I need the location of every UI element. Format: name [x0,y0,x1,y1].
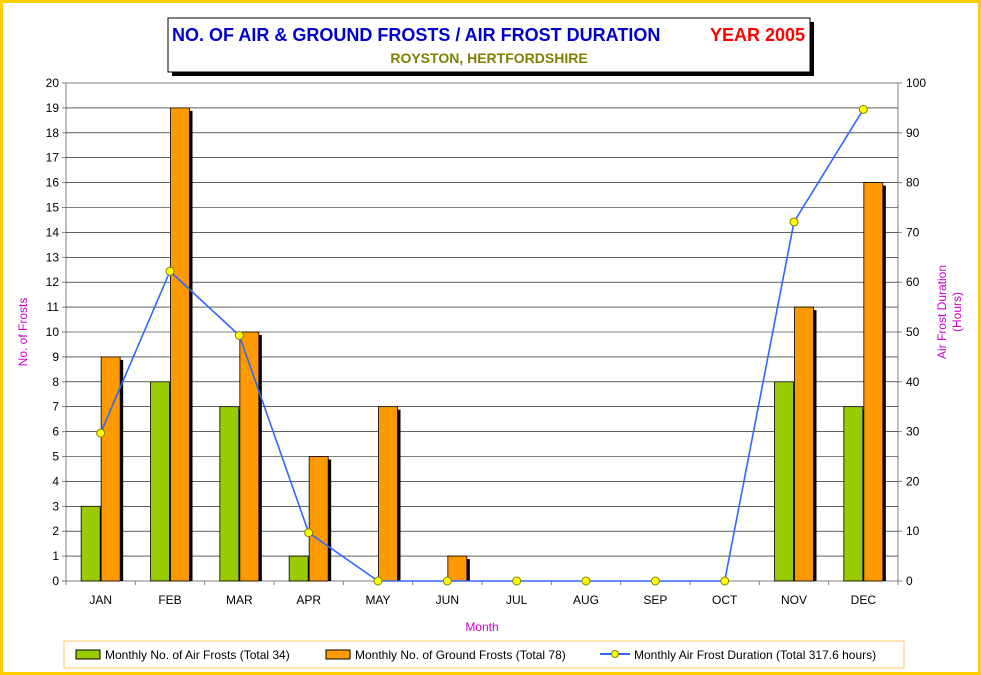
bar-air-frosts [150,381,170,582]
duration-point [858,104,868,114]
bar-ground-frosts [447,555,468,582]
duration-point [304,528,314,538]
legend-label-duration: Monthly Air Frost Duration (Total 317.6 … [634,648,876,662]
y-tick-label: 18 [46,126,60,140]
legend-marker-duration [611,650,619,658]
y2-tick-label: 60 [906,275,920,289]
legend: Monthly No. of Air Frosts (Total 34) Mon… [63,640,905,669]
y2-tick-label: 80 [906,176,920,190]
gridlines [66,107,898,557]
y-tick-label: 11 [47,300,60,314]
y-tick-label: 16 [46,176,60,190]
y-tick-label: 7 [52,400,59,414]
bar-ground-frosts [100,356,121,582]
duration-point [234,330,244,340]
chart-subtitle: ROYSTON, HERTFORDSHIRE [390,50,587,66]
y-tick-label: 3 [52,499,59,513]
bar-ground-frosts [378,406,398,582]
y-tick-label: 1 [52,549,59,563]
x-tick-label: AUG [573,593,599,607]
y-tick-label: 14 [46,225,60,239]
x-axis-title: Month [465,620,498,634]
y-tick-label: 13 [46,250,60,264]
y-tick-label: 4 [52,474,59,488]
y2-axis-title-line1: Air Frost Duration [935,265,949,359]
y-axis-right-ticks: 0 10 20 30 40 50 60 70 80 90 100 [898,76,926,588]
x-tick-label: SEP [643,593,667,607]
y-tick-label: 2 [52,524,59,538]
y2-tick-label: 40 [906,375,920,389]
bar-ground-frosts [170,107,190,582]
x-tick-label: JUN [436,593,459,607]
y-tick-label: 10 [46,325,60,339]
x-tick-label: OCT [712,593,738,607]
y-tick-label: 20 [46,76,60,90]
y2-tick-label: 20 [906,474,920,488]
x-tick-label: FEB [158,593,181,607]
y2-tick-label: 30 [906,425,920,439]
duration-point [96,428,106,438]
y2-tick-label: 0 [906,574,913,588]
bar-air-frosts [80,505,101,582]
duration-point [165,266,175,276]
duration-point [373,576,383,586]
y2-tick-label: 70 [906,225,920,239]
y-tick-label: 6 [52,425,59,439]
chart-title: NO. OF AIR & GROUND FROSTS / AIR FROST D… [172,25,660,45]
bar-air-frosts [774,381,794,582]
y-tick-label: 19 [46,101,60,115]
bars-layer [80,107,886,582]
y2-tick-label: 10 [906,524,920,538]
duration-point [650,576,660,586]
y2-tick-label: 100 [906,76,926,90]
x-axis-ticks: JAN FEB MAR APR MAY JUN JUL AUG SEP OCT NOV DEC [65,581,899,607]
duration-point [720,576,730,586]
y2-tick-label: 90 [906,126,920,140]
x-tick-label: DEC [851,593,877,607]
y-tick-label: 9 [52,350,59,364]
duration-line-layer [96,104,868,586]
x-tick-label: JAN [89,593,112,607]
y-tick-label: 8 [52,375,59,389]
y-tick-label: 0 [52,574,59,588]
duration-point [581,576,591,586]
legend-swatch-air-frosts [75,649,101,660]
x-tick-label: JUL [506,593,528,607]
duration-point [442,576,452,586]
bar-air-frosts [288,555,309,582]
y2-axis-title-line2: (Hours) [950,292,964,332]
bar-air-frosts [219,406,240,582]
y-axis-title: No. of Frosts [16,298,30,367]
legend-label-air-frosts: Monthly No. of Air Frosts (Total 34) [105,648,290,662]
bar-ground-frosts [794,306,814,582]
y-tick-label: 12 [46,275,60,289]
bar-ground-frosts [239,331,260,582]
x-tick-label: NOV [781,593,807,607]
x-tick-label: MAR [226,593,253,607]
duration-line [99,108,865,582]
bar-ground-frosts [863,182,884,582]
title-box: NO. OF AIR & GROUND FROSTS / AIR FROST D… [167,17,814,76]
y-tick-label: 15 [46,201,60,215]
x-tick-label: MAY [365,593,390,607]
y2-tick-label: 50 [906,325,920,339]
chart-title-year: YEAR 2005 [710,25,805,45]
bar-ground-frosts [308,456,329,582]
legend-label-ground-frosts: Monthly No. of Ground Frosts (Total 78) [355,648,566,662]
duration-point [789,217,799,227]
x-tick-label: APR [296,593,321,607]
y-tick-label: 17 [46,151,60,165]
y-tick-label: 5 [52,450,59,464]
duration-point [512,576,522,586]
bar-air-frosts [843,406,864,582]
legend-swatch-ground-frosts [325,649,351,660]
